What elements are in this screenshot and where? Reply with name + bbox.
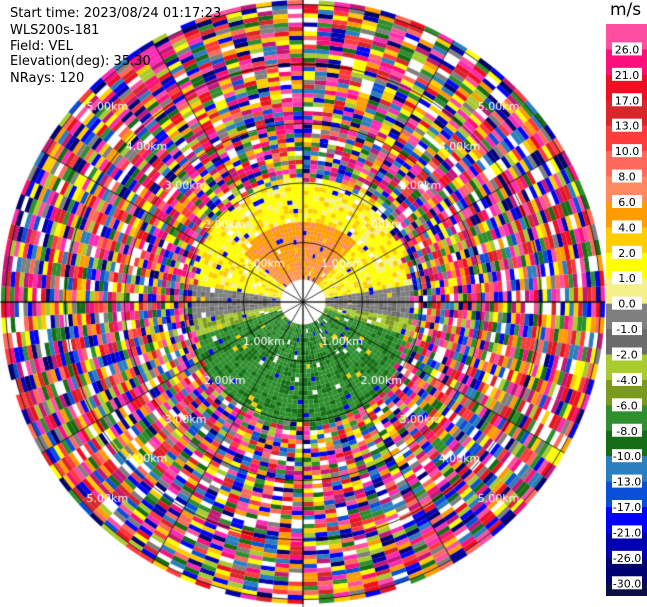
colorbar-tick-label: 0.0 [618,298,636,311]
colorbar-tick-bg [612,93,642,107]
colorbar-tick-label: -6.0 [616,399,637,412]
colorbar-tick-label: 8.0 [618,171,636,184]
colorbar-tick-label: 2.0 [618,247,636,260]
colorbar-tick-label: -30.0 [613,577,641,590]
colorbar-tick-label: -4.0 [616,374,637,387]
colorbar-tick-label: -26.0 [613,552,641,565]
colorbar-tick-bg [612,42,642,56]
colorbar-tick-label: -17.0 [613,501,641,514]
colorbar-tick-bg [612,67,642,81]
colorbar-tick-bg [612,423,642,437]
colorbar-tick-bg [612,194,642,208]
colorbar-tick-label: 10.0 [615,145,640,158]
colorbar-tick-bg [612,525,642,539]
colorbar-tick-label: -10.0 [613,450,641,463]
field-label: Field: VEL [10,39,73,54]
colorbar-tick-bg [612,245,642,259]
colorbar-tick-label: -2.0 [616,348,637,361]
colorbar-tick-bg [612,296,642,310]
colorbar-tick-bg [612,322,642,336]
colorbar-tick-bg [612,576,642,590]
colorbar-tick-bg [612,550,642,564]
colorbar-tick-label: -21.0 [613,526,641,539]
colorbar-tick-bg [612,118,642,132]
colorbar-tick-label: -8.0 [616,425,637,438]
colorbar-tick-bg [612,449,642,463]
velocity-colorbar: 26.0 21.0 17.0 13.0 10.0 8.0 6.0 4.0 2.0 1.0 0.0 -1… [606,24,647,596]
colorbar-tick-bg [612,500,642,514]
instrument-label: WLS200s-181 [10,23,100,38]
colorbar-tick-bg [612,372,642,386]
start-time-label: Start time: 2023/08/24 01:17:23 [10,6,222,21]
colorbar-tick-bg [612,271,642,285]
colorbar-tick-label: 6.0 [618,196,636,209]
colorbar-tick-label: -1.0 [616,323,637,336]
colorbar-tick-label: 1.0 [618,272,636,285]
colorbar-tick-bg [612,474,642,488]
colorbar-unit-label: m/s [610,0,642,20]
colorbar-tick-bg [612,220,642,234]
colorbar-tick-label: 13.0 [615,120,640,133]
colorbar-tick-label: 17.0 [615,94,640,107]
nrays-label: NRays: 120 [10,71,85,86]
elevation-label: Elevation(deg): 35.30 [10,54,151,69]
colorbar-tick-label: 21.0 [615,69,640,82]
colorbar-tick-label: 26.0 [615,43,640,56]
colorbar-tick-bg [612,398,642,412]
colorbar-tick-bg [612,144,642,158]
colorbar-tick-bg [612,347,642,361]
colorbar-tick-label: -13.0 [613,476,641,489]
colorbar-tick-label: 4.0 [618,221,636,234]
colorbar-tick-bg [612,169,642,183]
